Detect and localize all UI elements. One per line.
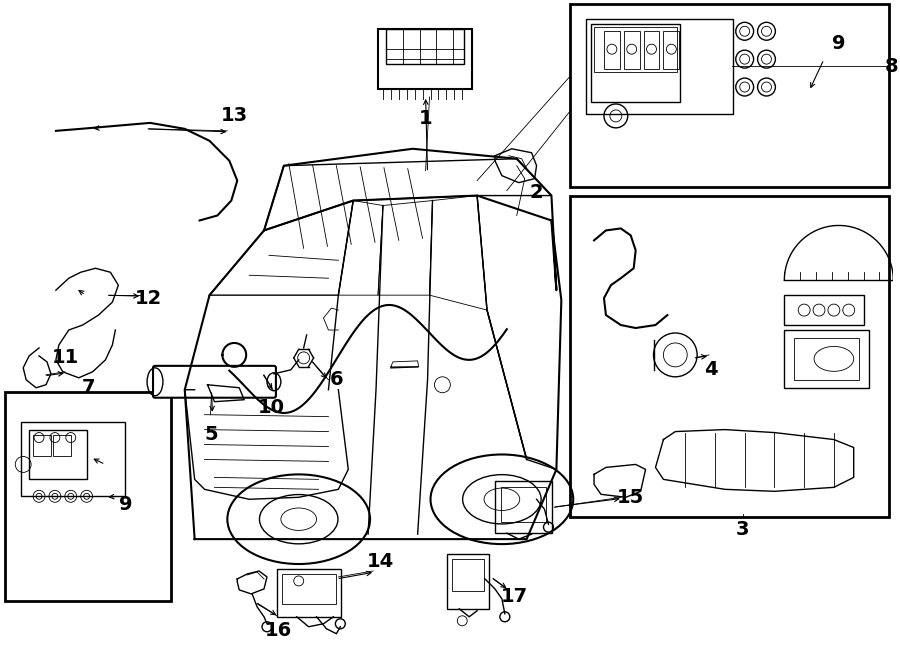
Bar [604, 31, 620, 69]
Bar [386, 29, 464, 64]
Text: 8: 8 [885, 57, 898, 75]
Bar [784, 330, 868, 388]
Bar [29, 430, 86, 479]
Text: 14: 14 [366, 551, 393, 570]
Text: 2: 2 [530, 183, 544, 202]
Bar [277, 569, 341, 617]
Bar [644, 31, 660, 69]
Bar [594, 27, 678, 72]
Bar [571, 5, 889, 186]
Bar [453, 559, 484, 591]
Text: 5: 5 [204, 425, 219, 444]
Text: 11: 11 [52, 348, 79, 368]
Bar [22, 422, 125, 496]
Bar [586, 19, 733, 114]
Bar [591, 24, 680, 102]
Text: 12: 12 [134, 289, 162, 307]
Bar [784, 295, 864, 325]
Bar [378, 29, 472, 89]
FancyBboxPatch shape [153, 366, 276, 398]
Text: 15: 15 [617, 488, 644, 507]
Bar [501, 487, 546, 522]
Bar [495, 481, 553, 533]
Bar [447, 554, 489, 609]
Bar [663, 31, 680, 69]
Text: 9: 9 [832, 34, 846, 53]
Bar [571, 196, 889, 517]
Bar [53, 434, 71, 457]
Bar [33, 434, 51, 457]
Text: 6: 6 [329, 370, 343, 389]
Bar [794, 338, 859, 380]
Bar [282, 574, 337, 604]
Text: 7: 7 [82, 378, 95, 397]
Text: 9: 9 [119, 495, 132, 514]
Bar [624, 31, 640, 69]
Text: 16: 16 [266, 621, 292, 641]
Bar [5, 392, 171, 601]
Text: 13: 13 [220, 106, 248, 126]
Text: 10: 10 [257, 398, 284, 417]
Text: 1: 1 [418, 109, 432, 128]
Text: 4: 4 [704, 360, 718, 379]
Text: 3: 3 [736, 520, 750, 539]
Text: 17: 17 [501, 588, 528, 606]
